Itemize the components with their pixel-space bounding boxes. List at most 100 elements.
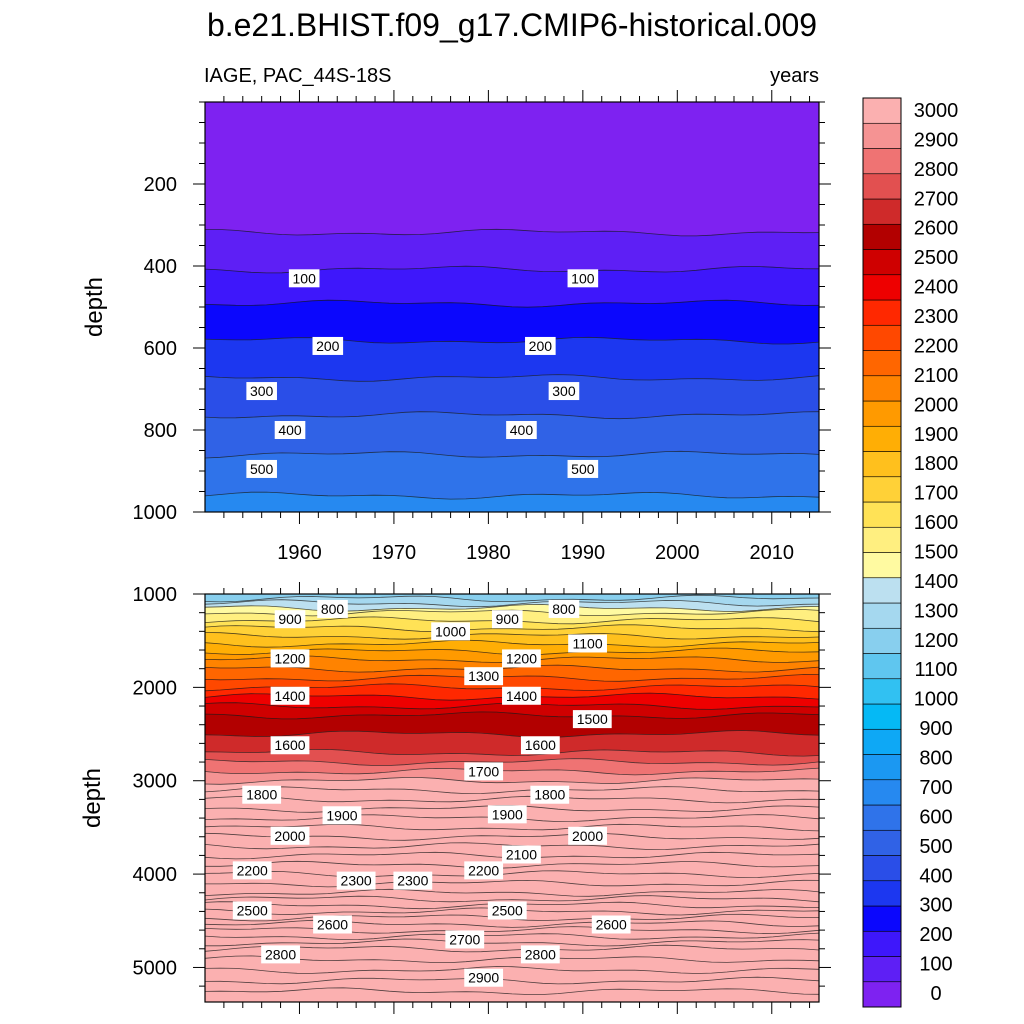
contour-label-box (530, 785, 570, 804)
colorbar-box (862, 804, 902, 831)
contour-label-box (487, 805, 527, 824)
colorbar-box (862, 274, 902, 301)
contour-label: 2800 (265, 946, 296, 962)
colorbar-box (862, 577, 902, 604)
colorbar-box (862, 425, 902, 452)
colorbar-box (862, 552, 902, 579)
contour-label: 1700 (468, 763, 499, 779)
colorbar-box (862, 728, 902, 755)
contour-label-box (525, 336, 556, 355)
contour-line-lower-2850 (205, 955, 819, 963)
y-tick-label: 1000 (133, 584, 178, 606)
contour-line-lower-2400 (205, 895, 819, 903)
colorbar-tick-label: 3000 (914, 100, 959, 122)
contour-label: 2200 (468, 862, 499, 878)
contour-line-lower-850 (205, 604, 819, 612)
contour-line-lower-2700 (205, 932, 819, 941)
colorbar-tick-label: 600 (919, 806, 952, 828)
colorbar-box (862, 703, 902, 730)
contour-label-box (464, 968, 504, 987)
contour-label-box (312, 336, 344, 355)
contour-label-box (568, 634, 607, 653)
y-tick-label: 4000 (133, 864, 178, 886)
contour-label-box (393, 871, 433, 890)
contour-label: 1400 (506, 688, 537, 704)
contour-label: 2700 (449, 931, 480, 947)
colorbar-tick-label: 500 (919, 836, 952, 858)
x-tick-label: 1970 (372, 542, 417, 564)
colorbar-tick-label: 1600 (914, 512, 959, 534)
x-tick-label: 2000 (655, 542, 700, 564)
contour-label: 500 (571, 461, 595, 477)
contour-line-lower-1250 (205, 664, 819, 673)
contour-label: 100 (571, 270, 595, 286)
colorbar-box (862, 905, 902, 932)
y-tick-label: 5000 (133, 957, 178, 979)
contour-label: 500 (250, 461, 274, 477)
contour-line-lower-2950 (205, 976, 819, 985)
colorbar-tick-label: 2200 (914, 335, 959, 357)
colorbar-box (862, 678, 902, 705)
colorbar-box (862, 476, 902, 503)
contour-label: 300 (250, 383, 274, 399)
colorbar-tick-label: 2300 (914, 306, 959, 328)
contour-label-box (548, 599, 580, 618)
contour-label: 1800 (246, 787, 277, 803)
colorbar-tick-label: 1400 (914, 571, 959, 593)
contour-label-box (502, 686, 541, 705)
colorbar-tick-label: 100 (919, 954, 952, 976)
colorbar-box (862, 956, 902, 983)
colorbar-box (862, 880, 902, 907)
contour-label-box (567, 459, 599, 478)
contour-label-box (232, 901, 272, 920)
contour-line-lower-1850 (205, 795, 819, 804)
contour-line-upper-50 (205, 228, 819, 237)
contour-label-box (520, 945, 560, 964)
y-tick-label: 400 (144, 256, 177, 278)
contour-label-box (274, 610, 306, 629)
contour-label-box (270, 649, 310, 668)
contour-line-lower-900 (205, 608, 819, 617)
colorbar-box (862, 501, 902, 528)
contour-line-lower-800 (205, 599, 819, 608)
contour-line-lower-1650 (205, 758, 819, 766)
contour-line-upper-250 (205, 374, 819, 382)
contour-line-lower-750 (205, 594, 819, 603)
contour-label-box (270, 826, 310, 845)
colorbar-tick-label: 2700 (914, 188, 959, 210)
colorbar-box (862, 198, 902, 225)
contour-label: 2100 (506, 846, 537, 862)
contour-label: 1300 (468, 668, 499, 684)
contour-label: 2500 (492, 903, 523, 919)
colorbar-box (862, 981, 902, 1008)
contour-label: 400 (278, 422, 302, 438)
contour-line-lower-2800 (205, 944, 819, 953)
contour-label: 300 (552, 383, 576, 399)
colorbar-tick-label: 2500 (914, 247, 959, 269)
colorbar-box (862, 627, 902, 654)
contour-label-box (568, 826, 607, 845)
y-tick-label: 800 (144, 420, 177, 442)
contour-line-lower-2600 (205, 919, 819, 928)
contour-label-box (520, 736, 560, 755)
contour-label: 800 (552, 601, 576, 617)
contour-line-lower-1550 (205, 730, 819, 738)
colorbar-box (862, 249, 902, 276)
contour-label: 2600 (596, 917, 627, 933)
contour-label-box (464, 861, 504, 880)
x-tick-label: 2010 (750, 542, 795, 564)
colorbar-box (862, 173, 902, 200)
colorbar-box (862, 350, 902, 377)
contour-label: 2800 (525, 946, 556, 962)
contour-label-box (572, 710, 612, 729)
colorbar-tick-label: 1800 (914, 453, 959, 475)
y-axis-label-upper: depth (81, 277, 108, 337)
colorbar-tick-label: 2400 (914, 277, 959, 299)
colorbar-box (862, 299, 902, 326)
upper-panel: 100 100 200 200 300 300 400 400 500 500 1960 1970 19… (133, 90, 831, 564)
contour-line-upper-150 (205, 299, 819, 308)
contour-label-box (242, 785, 282, 804)
colorbar-tick-label: 700 (919, 777, 952, 799)
colorbar-box (862, 97, 902, 124)
